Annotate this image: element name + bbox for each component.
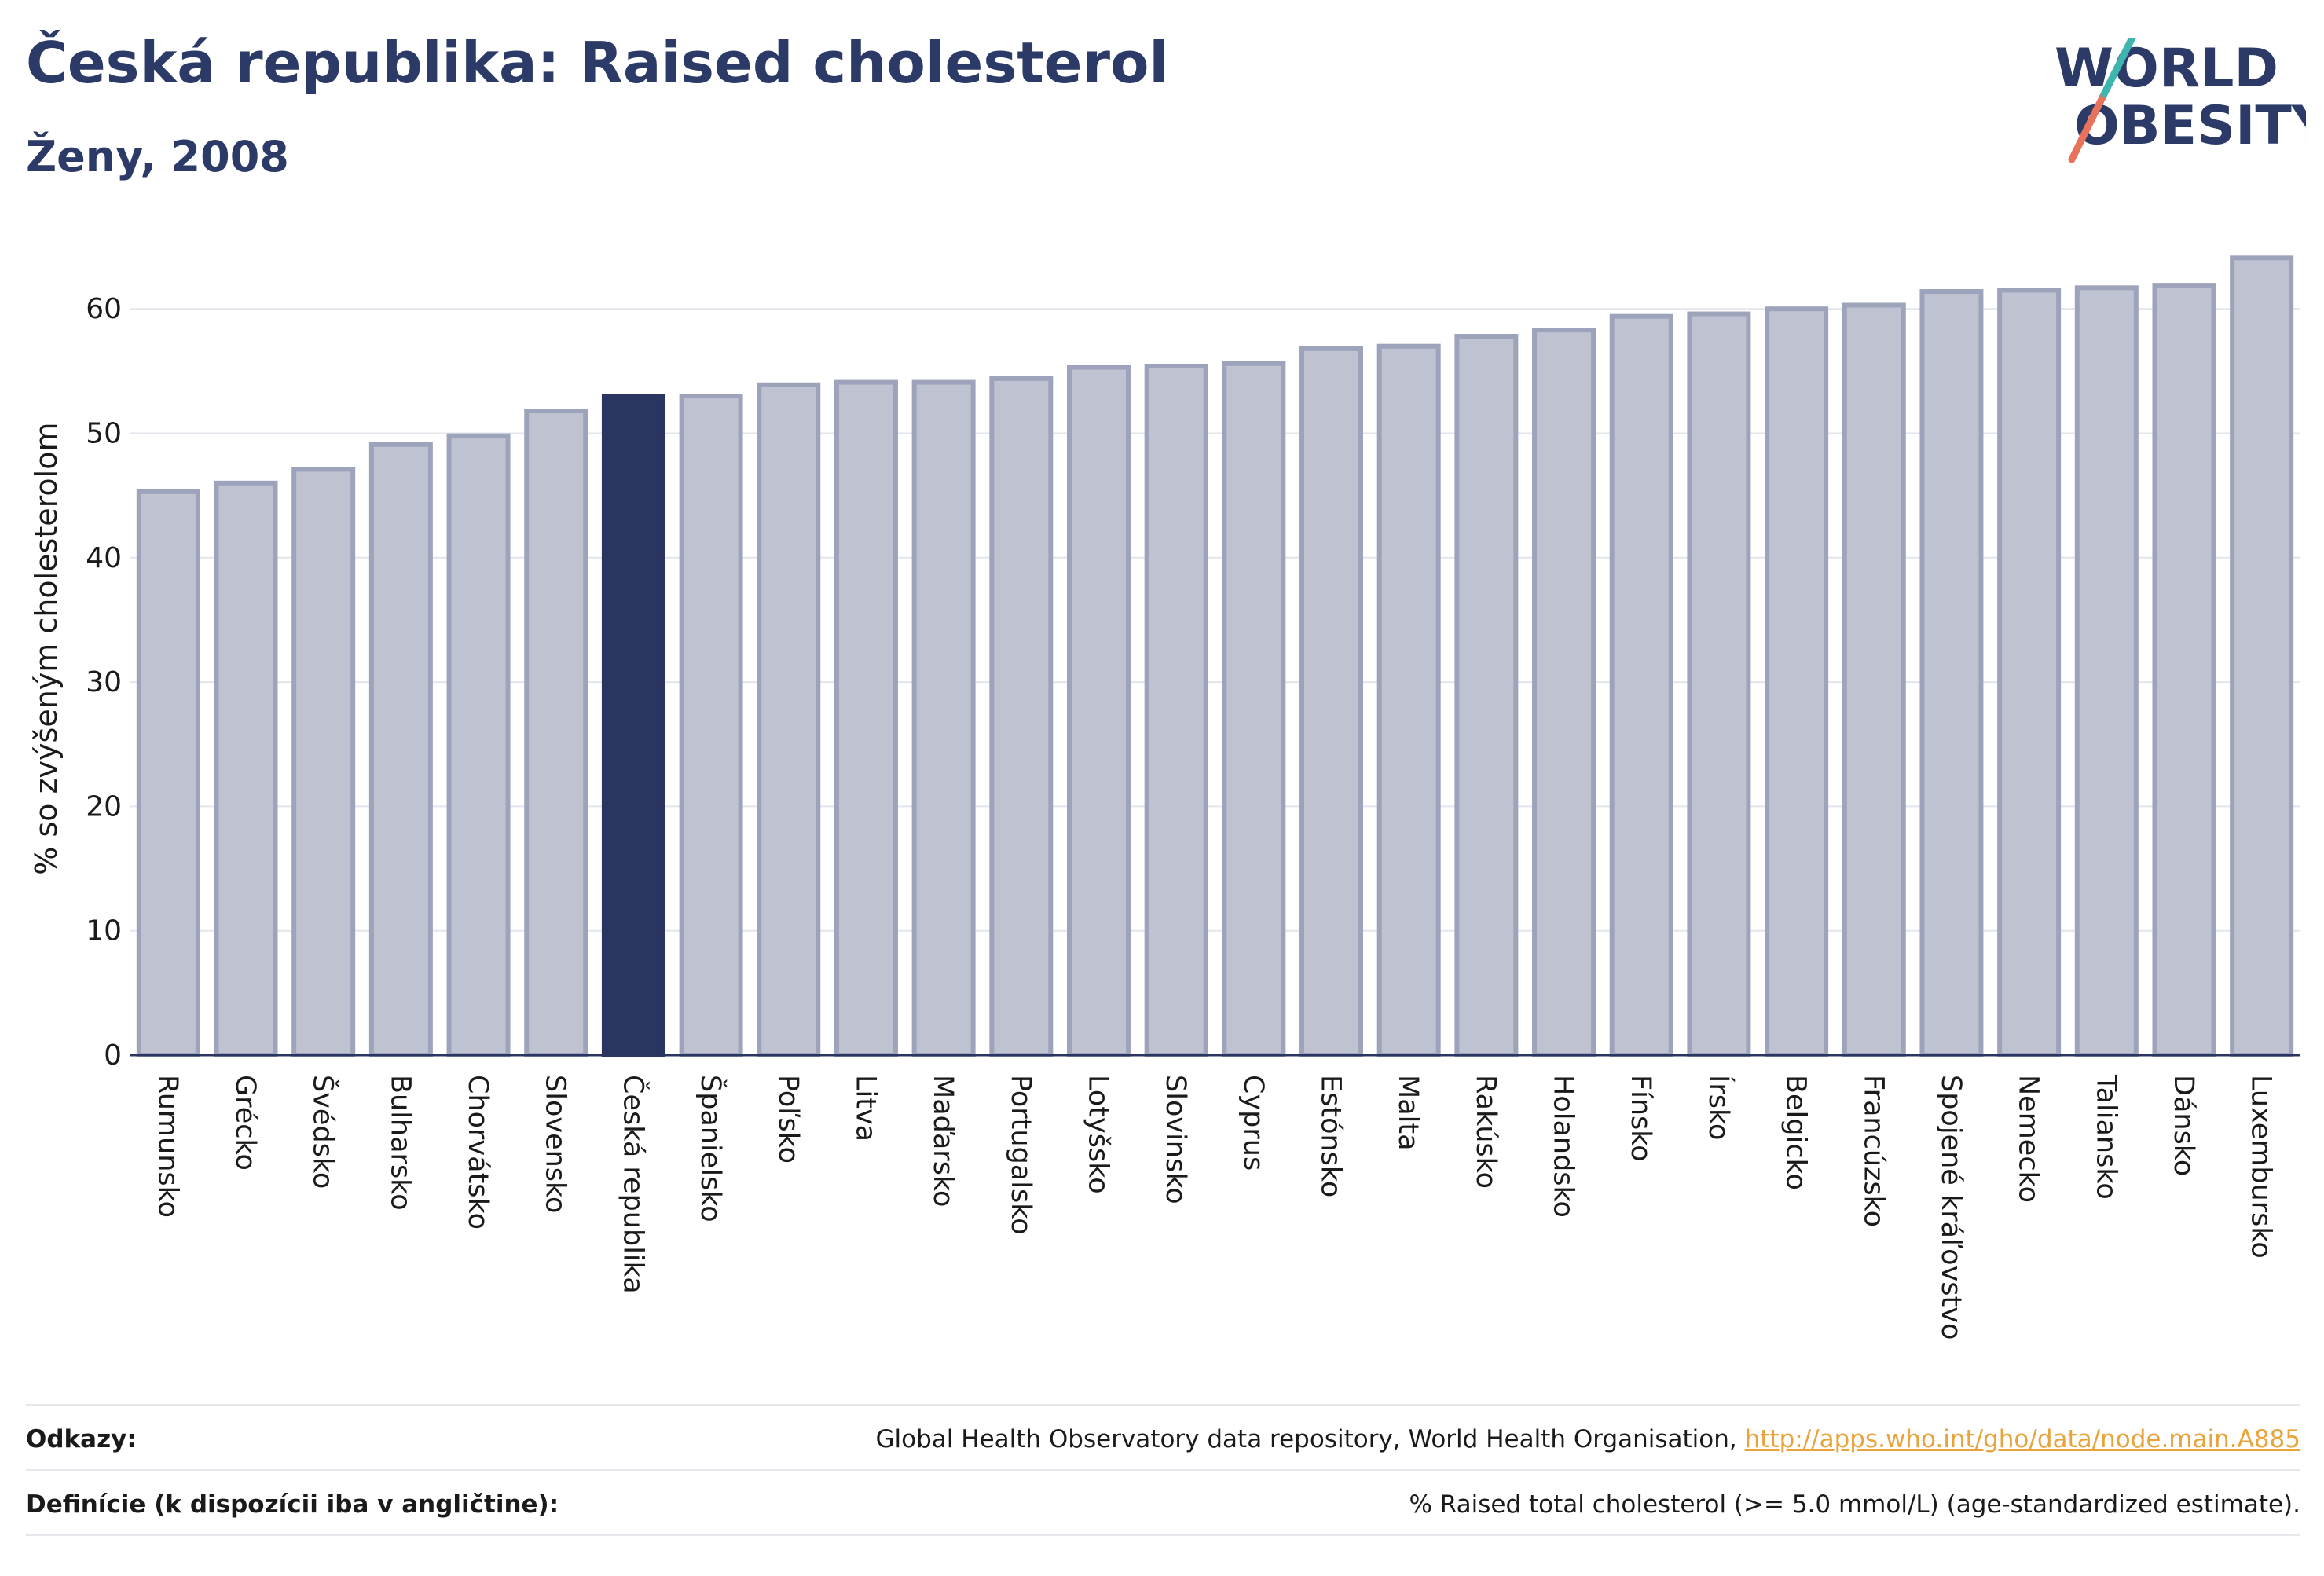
x-tick-label: Cyprus [1237,1075,1269,1171]
definitions-row: Definície (k dispozícii iba v angličtine… [26,1472,2300,1537]
bar [834,379,898,1057]
x-tick-label: Rakúsko [1470,1075,1501,1189]
bar [989,376,1054,1057]
bar [1842,302,1906,1057]
x-tick-label: Nemecko [2013,1075,2044,1203]
x-tick-label: Taliansko [2090,1074,2121,1200]
x-tick-label: Lotyšsko [1082,1075,1113,1194]
y-tick-label: 50 [86,418,122,450]
y-tick-label: 0 [104,1039,122,1072]
x-tick-label: Spojené kráľovstvo [1935,1075,1967,1340]
y-tick-label: 60 [86,293,122,325]
bar [601,394,665,1057]
x-tick-label: Holandsko [1548,1075,1579,1218]
y-tick-label: 20 [86,790,122,823]
bar [1919,289,1984,1057]
footer-divider-bottom [26,1534,2300,1536]
bar [679,394,743,1057]
y-tick-label: 10 [86,915,122,947]
x-tick-label: Portugalsko [1005,1075,1036,1235]
logo-line-2: OBESITY [2074,95,2306,157]
x-tick-label: Španielsko [695,1075,728,1222]
references-link[interactable]: http://apps.who.int/gho/data/node.main.A… [1744,1425,2300,1453]
x-tick-label: Rumunsko [152,1075,183,1218]
x-tick-label: Írsko [1703,1075,1736,1140]
references-text: Global Health Observatory data repositor… [875,1425,1745,1453]
x-tick-label: Slovinsko [1160,1075,1191,1204]
references-value: Global Health Observatory data repositor… [876,1425,2300,1453]
logo-line-1: WORLD [2055,38,2278,100]
bar [214,480,278,1057]
definitions-label: Definície (k dispozícii iba v angličtine… [26,1490,559,1519]
x-tick-label: Slovensko [540,1075,571,1213]
x-tick-label: Luxembursko [2245,1075,2277,1259]
x-tick-label: Malta [1392,1075,1424,1151]
x-tick-label: Maďarsko [927,1075,959,1207]
bar [1609,313,1673,1057]
bar [2230,255,2294,1057]
y-tick-label: 40 [86,542,122,574]
bar [524,409,588,1057]
y-tick-label: 30 [86,666,122,698]
x-tick-label: Litva [849,1075,881,1142]
bar [757,382,821,1057]
bar [1144,364,1208,1057]
x-tick-label: Dánsko [2168,1075,2199,1176]
bar [911,379,976,1057]
x-tick-label: Francúzsko [1857,1075,1889,1227]
bar [2074,285,2139,1057]
x-tick-label: Fínsko [1625,1075,1656,1162]
bar [1376,343,1441,1057]
x-tick-label: Švédsko [307,1075,340,1189]
bar [291,467,356,1057]
world-obesity-logo: WORLD OBESITY [2055,38,2306,163]
footer-divider-middle [26,1469,2300,1471]
references-row: Odkazy: Global Health Observatory data r… [26,1407,2300,1472]
chart-title: Česká republika: Raised cholesterol [26,30,1169,96]
bar [1687,311,1751,1058]
bar [1299,346,1364,1057]
bar [136,489,200,1057]
x-tick-label: Belgicko [1780,1075,1812,1190]
bar [368,442,433,1057]
chart-subtitle: Ženy, 2008 [26,132,289,181]
bar [446,433,511,1057]
x-tick-label: Chorvátsko [462,1075,493,1230]
bar [1222,361,1286,1057]
x-tick-label: Poľsko [772,1075,804,1164]
x-tick-label: Bulharsko [384,1075,416,1211]
definitions-text: % Raised total cholesterol (>= 5.0 mmol/… [1409,1490,2300,1519]
x-tick-label: Grécko [229,1075,261,1171]
bar [1066,365,1131,1057]
y-axis-label: % so zvýšeným cholesterolom [29,423,64,875]
x-tick-label: Estónsko [1315,1075,1347,1197]
bar [1454,334,1519,1057]
bar [1765,306,1829,1057]
bar [1997,288,2062,1057]
bar [1532,328,1596,1057]
footer-divider-top [26,1404,2300,1406]
bar-chart: 0 10 20 30 40 50 60 % so zvýšeným cholesterolom… [29,255,2300,1340]
bar [2152,283,2216,1057]
x-tick-label: Česká republika [617,1075,650,1294]
references-label: Odkazy: [26,1425,137,1453]
